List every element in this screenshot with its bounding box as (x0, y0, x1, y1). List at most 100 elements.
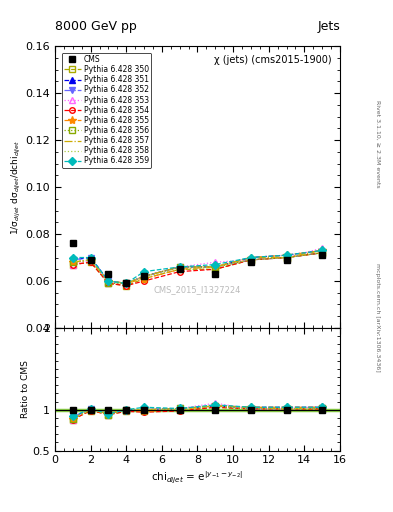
CMS (213, 271, 218, 277)
Pythia 6.428 352 (142, 273, 147, 280)
Pythia 6.428 353 (142, 273, 147, 280)
Pythia 6.428 355 (106, 278, 111, 284)
Pythia 6.428 355 (88, 257, 93, 263)
Pythia 6.428 359 (213, 262, 218, 268)
Pythia 6.428 350 (88, 259, 93, 265)
Pythia 6.428 358 (320, 250, 325, 256)
Pythia 6.428 351 (124, 280, 129, 286)
Pythia 6.428 355 (70, 259, 75, 265)
Pythia 6.428 350 (124, 283, 129, 289)
Pythia 6.428 358 (213, 264, 218, 270)
Pythia 6.428 352 (106, 278, 111, 284)
Y-axis label: 1/σ$_{dijet}$ dσ$_{dijet}$/dchi$_{dijet}$: 1/σ$_{dijet}$ dσ$_{dijet}$/dchi$_{dijet}… (9, 139, 23, 234)
CMS (70, 240, 75, 246)
Pythia 6.428 358 (70, 259, 75, 265)
Pythia 6.428 353 (213, 259, 218, 265)
Pythia 6.428 358 (284, 254, 289, 261)
X-axis label: chi$_{dijet}$ = e$^{|y_{-1}-y_{-2}|}$: chi$_{dijet}$ = e$^{|y_{-1}-y_{-2}|}$ (151, 470, 244, 486)
Legend: CMS, Pythia 6.428 350, Pythia 6.428 351, Pythia 6.428 352, Pythia 6.428 353, Pyt: CMS, Pythia 6.428 350, Pythia 6.428 351,… (62, 53, 151, 168)
Pythia 6.428 352 (124, 280, 129, 286)
Text: mcplots.cern.ch [arXiv:1306.3436]: mcplots.cern.ch [arXiv:1306.3436] (375, 263, 380, 372)
Pythia 6.428 355 (213, 264, 218, 270)
Line: Pythia 6.428 353: Pythia 6.428 353 (70, 245, 325, 286)
Pythia 6.428 359 (124, 280, 129, 286)
Pythia 6.428 359 (106, 278, 111, 284)
Pythia 6.428 358 (248, 257, 253, 263)
Pythia 6.428 352 (320, 250, 325, 256)
CMS (88, 257, 93, 263)
CMS (124, 280, 129, 286)
Pythia 6.428 355 (124, 280, 129, 286)
Pythia 6.428 356 (284, 254, 289, 261)
Pythia 6.428 358 (124, 280, 129, 286)
Pythia 6.428 350 (248, 257, 253, 263)
Pythia 6.428 357 (142, 273, 147, 280)
Pythia 6.428 355 (284, 252, 289, 258)
Pythia 6.428 355 (177, 266, 182, 272)
Pythia 6.428 356 (106, 280, 111, 286)
Pythia 6.428 352 (213, 264, 218, 270)
CMS (320, 252, 325, 258)
Pythia 6.428 359 (70, 254, 75, 261)
Pythia 6.428 350 (284, 254, 289, 261)
Pythia 6.428 351 (177, 264, 182, 270)
Pythia 6.428 356 (320, 250, 325, 256)
Pythia 6.428 357 (213, 264, 218, 270)
Pythia 6.428 359 (88, 254, 93, 261)
Pythia 6.428 354 (177, 268, 182, 274)
Line: Pythia 6.428 351: Pythia 6.428 351 (70, 248, 325, 286)
Pythia 6.428 356 (124, 280, 129, 286)
Pythia 6.428 352 (88, 254, 93, 261)
Y-axis label: Ratio to CMS: Ratio to CMS (21, 360, 30, 418)
Pythia 6.428 351 (88, 254, 93, 261)
Pythia 6.428 359 (284, 252, 289, 258)
Pythia 6.428 357 (88, 257, 93, 263)
Pythia 6.428 351 (213, 264, 218, 270)
Pythia 6.428 352 (70, 257, 75, 263)
Pythia 6.428 352 (284, 254, 289, 261)
Pythia 6.428 357 (124, 280, 129, 286)
Pythia 6.428 351 (142, 273, 147, 280)
Pythia 6.428 353 (70, 262, 75, 268)
Pythia 6.428 353 (106, 280, 111, 286)
Pythia 6.428 351 (106, 278, 111, 284)
Pythia 6.428 359 (142, 268, 147, 274)
Pythia 6.428 357 (106, 278, 111, 284)
Text: χ (jets) (cms2015-1900): χ (jets) (cms2015-1900) (214, 55, 331, 65)
Pythia 6.428 354 (248, 257, 253, 263)
Pythia 6.428 358 (106, 278, 111, 284)
Pythia 6.428 358 (142, 273, 147, 280)
Pythia 6.428 358 (177, 266, 182, 272)
Pythia 6.428 353 (284, 254, 289, 261)
Pythia 6.428 354 (213, 266, 218, 272)
Pythia 6.428 357 (320, 247, 325, 253)
Pythia 6.428 354 (70, 262, 75, 268)
Line: Pythia 6.428 359: Pythia 6.428 359 (70, 248, 325, 286)
Pythia 6.428 351 (320, 247, 325, 253)
Pythia 6.428 355 (320, 247, 325, 253)
Pythia 6.428 358 (88, 257, 93, 263)
Pythia 6.428 356 (70, 259, 75, 265)
Line: Pythia 6.428 350: Pythia 6.428 350 (70, 250, 325, 288)
Pythia 6.428 352 (248, 257, 253, 263)
Pythia 6.428 350 (320, 250, 325, 256)
Pythia 6.428 356 (213, 264, 218, 270)
Pythia 6.428 357 (284, 254, 289, 261)
Pythia 6.428 355 (142, 275, 147, 282)
Line: Pythia 6.428 356: Pythia 6.428 356 (70, 250, 325, 286)
Text: CMS_2015_I1327224: CMS_2015_I1327224 (154, 285, 241, 294)
Pythia 6.428 353 (124, 280, 129, 286)
Pythia 6.428 355 (248, 254, 253, 261)
Pythia 6.428 350 (70, 262, 75, 268)
CMS (284, 257, 289, 263)
Pythia 6.428 350 (106, 280, 111, 286)
CMS (106, 271, 111, 277)
Pythia 6.428 350 (142, 275, 147, 282)
Pythia 6.428 350 (213, 266, 218, 272)
Pythia 6.428 354 (106, 280, 111, 286)
Pythia 6.428 353 (177, 264, 182, 270)
Line: Pythia 6.428 358: Pythia 6.428 358 (73, 253, 322, 283)
Line: Pythia 6.428 355: Pythia 6.428 355 (69, 246, 326, 288)
Pythia 6.428 354 (124, 283, 129, 289)
Pythia 6.428 354 (142, 278, 147, 284)
